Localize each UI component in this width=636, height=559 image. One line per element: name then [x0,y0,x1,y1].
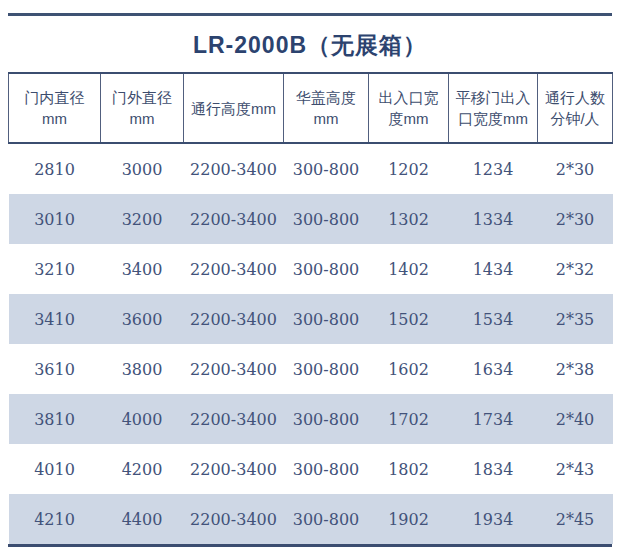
table-cell: 300-800 [284,294,369,344]
table-cell: 300-800 [284,194,369,244]
table-row: 341036002200-3400300-800150215342*35 [9,294,613,344]
table-row: 281030002200-3400300-800120212342*30 [9,143,613,194]
table-cell: 2810 [9,143,101,194]
table-cell: 3200 [101,194,184,244]
table-cell: 1234 [449,143,538,194]
header-row: 门内直径 mm 门外直径 mm 通行高度mm 华盖高度 mm 出入口宽 度mm … [9,73,613,143]
table-cell: 2*30 [538,143,613,194]
table-cell: 300-800 [284,394,369,444]
table-cell: 1202 [369,143,449,194]
table-row: 421044002200-3400300-800190219342*45 [9,494,613,544]
table-cell: 4400 [101,494,184,544]
table-cell: 300-800 [284,444,369,494]
table-cell: 1302 [369,194,449,244]
table-cell: 1402 [369,244,449,294]
table-cell: 2200-3400 [184,344,284,394]
table-cell: 2200-3400 [184,143,284,194]
table-row: 301032002200-3400300-800130213342*30 [9,194,613,244]
table-cell: 300-800 [284,244,369,294]
table-cell: 1734 [449,394,538,444]
table-cell: 2200-3400 [184,194,284,244]
spec-table: 门内直径 mm 门外直径 mm 通行高度mm 华盖高度 mm 出入口宽 度mm … [8,72,613,544]
table-cell: 3800 [101,344,184,394]
table-cell: 1702 [369,394,449,444]
table-cell: 1902 [369,494,449,544]
table-row: 401042002200-3400300-800180218342*43 [9,444,613,494]
table-row: 381040002200-3400300-800170217342*40 [9,394,613,444]
table-cell: 2*35 [538,294,613,344]
table-cell: 3410 [9,294,101,344]
table-row: 321034002200-3400300-800140214342*32 [9,244,613,294]
table-cell: 1634 [449,344,538,394]
table-cell: 1334 [449,194,538,244]
header-cell-throughput: 通行人数 分钟/人 [538,73,613,143]
table-body: 281030002200-3400300-800120212342*303010… [9,143,613,544]
spec-sheet: LR-2000B（无展箱） 门内直径 mm 门外直径 mm 通行高度mm 华盖高… [8,13,612,547]
page-title: LR-2000B（无展箱） [8,16,612,72]
table-row: 361038002200-3400300-800160216342*38 [9,344,613,394]
table-cell: 2200-3400 [184,444,284,494]
table-cell: 1602 [369,344,449,394]
table-cell: 2*40 [538,394,613,444]
table-cell: 3600 [101,294,184,344]
table-cell: 4000 [101,394,184,444]
table-cell: 1434 [449,244,538,294]
header-cell-passage-height: 通行高度mm [184,73,284,143]
table-cell: 2200-3400 [184,394,284,444]
table-cell: 300-800 [284,494,369,544]
header-cell-entrance-width: 出入口宽 度mm [369,73,449,143]
table-cell: 3010 [9,194,101,244]
table-cell: 4010 [9,444,101,494]
table-cell: 3610 [9,344,101,394]
table-header: 门内直径 mm 门外直径 mm 通行高度mm 华盖高度 mm 出入口宽 度mm … [9,73,613,143]
table-cell: 3810 [9,394,101,444]
table-cell: 2*32 [538,244,613,294]
table-cell: 2*43 [538,444,613,494]
table-cell: 2200-3400 [184,494,284,544]
header-cell-outer-diameter: 门外直径 mm [101,73,184,143]
table-cell: 4210 [9,494,101,544]
header-cell-sliding-door-width: 平移门出入 口宽度mm [449,73,538,143]
table-cell: 4200 [101,444,184,494]
table-cell: 2*30 [538,194,613,244]
table-cell: 1802 [369,444,449,494]
table-cell: 1534 [449,294,538,344]
table-cell: 3400 [101,244,184,294]
table-cell: 2*45 [538,494,613,544]
table-cell: 1934 [449,494,538,544]
table-cell: 2*38 [538,344,613,394]
bottom-divider [8,544,612,547]
header-cell-canopy-height: 华盖高度 mm [284,73,369,143]
table-cell: 300-800 [284,143,369,194]
table-cell: 300-800 [284,344,369,394]
table-cell: 1834 [449,444,538,494]
table-cell: 3000 [101,143,184,194]
table-cell: 2200-3400 [184,294,284,344]
table-cell: 1502 [369,294,449,344]
header-cell-inner-diameter: 门内直径 mm [9,73,101,143]
table-cell: 2200-3400 [184,244,284,294]
table-cell: 3210 [9,244,101,294]
